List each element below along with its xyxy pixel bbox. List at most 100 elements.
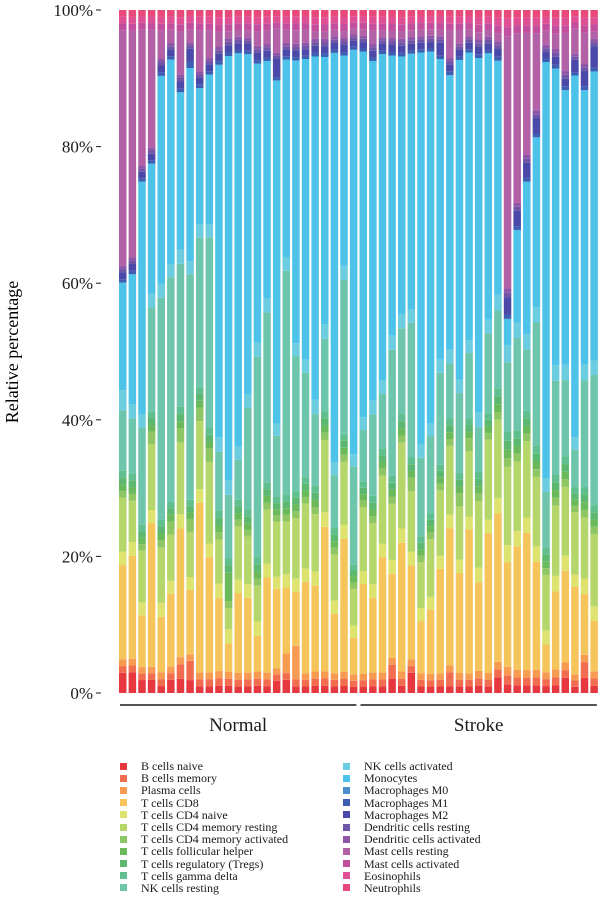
bar-segment	[580, 494, 589, 503]
bar-segment	[215, 46, 223, 51]
bar-segment	[119, 484, 127, 492]
bar-segment	[523, 32, 531, 155]
bar-segment	[494, 669, 502, 678]
bar-segment	[455, 379, 464, 394]
bar-stack	[513, 10, 521, 693]
bar-segment	[330, 23, 339, 30]
bar-segment	[205, 10, 214, 17]
legend-label: Neutrophils	[364, 880, 421, 895]
bar-segment	[474, 478, 483, 487]
bar-segment	[138, 181, 146, 415]
bar-segment	[513, 530, 521, 547]
bar-segment	[551, 669, 560, 678]
bar-segment	[321, 512, 329, 527]
bar-segment	[176, 17, 185, 25]
bar-segment	[215, 532, 223, 540]
bar-segment	[494, 411, 502, 420]
bar-segment	[397, 10, 406, 18]
bar-stack	[263, 10, 271, 693]
bar-segment	[388, 349, 396, 476]
bar-segment	[215, 678, 223, 686]
bar-segment	[523, 17, 531, 26]
bar-segment	[253, 678, 262, 686]
bar-stack	[321, 10, 329, 693]
bar-segment	[253, 685, 262, 693]
bar-segment	[147, 150, 156, 154]
bar-segment	[167, 594, 175, 667]
group-axis: Normal Stroke	[120, 704, 597, 736]
bar-segment	[272, 16, 281, 23]
bar-segment	[321, 53, 329, 57]
bar-segment	[138, 615, 146, 668]
bar-segment	[167, 521, 175, 535]
bar-segment	[426, 686, 435, 693]
bar-segment	[417, 608, 425, 622]
bar-segment	[571, 505, 579, 513]
bar-segment	[138, 550, 146, 603]
bar-segment	[138, 531, 146, 538]
bar-segment	[272, 576, 281, 589]
bar-segment	[292, 16, 300, 24]
bar-segment	[205, 434, 214, 442]
bar-segment	[369, 43, 377, 48]
bar-segment	[253, 45, 262, 50]
bar-segment	[446, 58, 454, 62]
bar-segment	[397, 328, 406, 415]
bar-segment	[224, 572, 233, 601]
bar-segment	[561, 32, 570, 72]
bar-segment	[263, 23, 271, 31]
bar-segment	[426, 526, 435, 533]
bar-segment	[186, 16, 194, 23]
bar-segment	[340, 538, 348, 672]
bar-segment	[571, 674, 579, 681]
bar-segment	[224, 31, 233, 39]
bar-segment	[253, 564, 262, 572]
bar-segment	[388, 31, 396, 39]
bar-segment	[484, 419, 493, 427]
bar-segment	[176, 528, 185, 658]
bar-segment	[436, 29, 444, 37]
legend-swatch	[343, 835, 350, 843]
bar-segment	[465, 425, 473, 432]
bar-segment	[147, 160, 156, 164]
bar-segment	[349, 16, 358, 23]
bar-segment	[397, 428, 406, 436]
bar-segment	[224, 643, 233, 672]
bar-segment	[147, 418, 156, 426]
bar-segment	[321, 418, 329, 426]
bar-segment	[263, 482, 271, 490]
bar-segment	[474, 501, 483, 568]
legend-swatch	[343, 786, 350, 794]
bar-segment	[455, 49, 464, 57]
bar-stack	[580, 10, 589, 693]
bar-segment	[311, 485, 319, 493]
bar-segment	[503, 27, 512, 37]
bar-segment	[128, 493, 137, 501]
bar-segment	[128, 16, 137, 24]
bar-segment	[119, 659, 127, 667]
bar-segment	[215, 671, 223, 679]
bar-segment	[590, 678, 598, 686]
bar-segment	[301, 23, 310, 30]
bar-segment	[417, 621, 425, 674]
bar-segment	[147, 431, 156, 445]
bar-segment	[580, 502, 589, 510]
bar-segment	[340, 678, 348, 686]
bar-segment	[128, 260, 137, 264]
y-tick-label: 20%	[62, 547, 93, 566]
bar-segment	[157, 686, 165, 693]
bar-segment	[195, 30, 204, 72]
bar-segment	[436, 59, 444, 360]
bar-segment	[167, 673, 175, 680]
bar-segment	[301, 477, 310, 484]
bar-segment	[224, 480, 233, 495]
bar-segment	[378, 16, 387, 24]
bar-segment	[224, 10, 233, 18]
bar-segment	[138, 171, 146, 179]
bar-segment	[205, 448, 214, 462]
bar-segment	[119, 497, 127, 552]
bar-segment	[513, 677, 521, 686]
bar-segment	[513, 461, 521, 531]
bar-segment	[282, 521, 291, 575]
bar-segment	[128, 541, 137, 556]
